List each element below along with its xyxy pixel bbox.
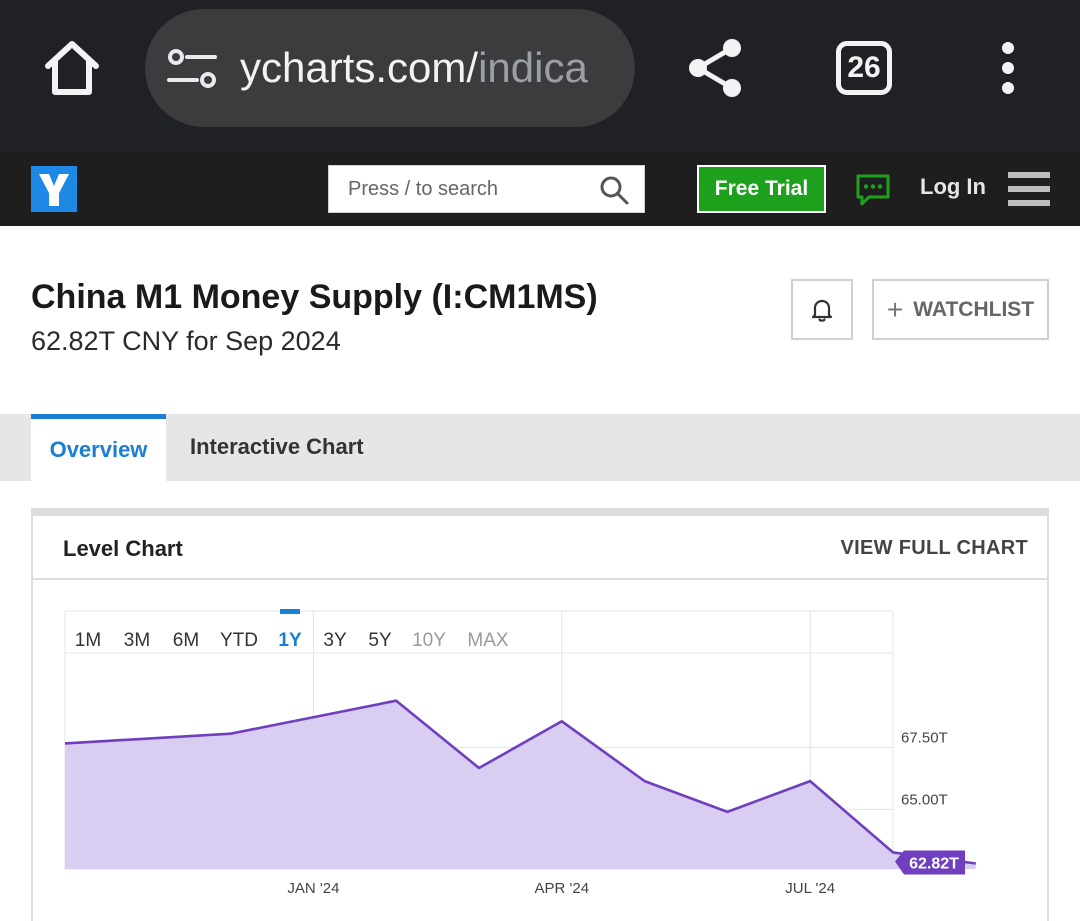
data-point [642,778,648,784]
tab-interactive-chart[interactable]: Interactive Chart [190,434,364,460]
share-icon[interactable] [684,36,746,100]
last-value-label: 62.82T [909,856,959,873]
data-point [807,778,813,784]
tab-switcher-button[interactable]: 26 [836,41,892,95]
series-line [64,699,976,865]
tab-count: 26 [847,51,881,84]
card-title: Level Chart [63,536,183,561]
x-tick-label: JUL '24 [785,880,835,897]
chat-icon[interactable] [855,172,891,208]
address-bar[interactable]: ycharts.com/indica [145,9,635,127]
data-point [62,740,68,746]
last-value-flag [895,850,965,875]
data-point [476,765,482,771]
free-trial-button[interactable]: Free Trial [697,165,826,213]
tab-overview[interactable]: Overview [31,414,166,481]
range-button-5y[interactable]: 5Y [368,630,392,651]
series-area [65,700,976,869]
range-button-1y[interactable]: 1Y [278,630,302,651]
data-point [393,698,399,704]
y-tick-label: 65.00T [901,791,948,808]
x-tick-label: APR '24 [535,880,590,897]
watchlist-button[interactable]: + WATCHLIST [872,279,1049,340]
site-settings-icon[interactable] [167,47,217,91]
login-link[interactable]: Log In [920,174,986,199]
bell-icon [811,299,833,322]
data-point [973,861,979,867]
watchlist-label: WATCHLIST [913,297,1035,321]
site-navbar: Free Trial Log In [0,152,1080,226]
y-tick-label: 67.50T [901,729,948,746]
range-button-ytd[interactable]: YTD [220,630,258,651]
range-button-3m[interactable]: 3M [124,630,150,651]
x-tick-label: JAN '24 [287,880,339,897]
browser-toolbar: ycharts.com/indica 26 [0,0,1080,152]
range-button-6m[interactable]: 6M [173,630,199,651]
tab-overview-label: Overview [49,437,148,462]
plus-icon: + [886,293,904,325]
active-range-indicator [280,609,300,614]
more-options-icon[interactable] [990,40,1026,96]
data-point [228,731,234,737]
range-button-1m[interactable]: 1M [75,630,101,651]
page-subtitle: 62.82T CNY for Sep 2024 [31,326,341,356]
hamburger-menu-icon[interactable] [1008,172,1050,208]
url-path: indica [478,44,588,91]
url-text[interactable]: ycharts.com/indica [240,39,615,97]
tab-interactive-chart-label: Interactive Chart [190,434,364,459]
data-point [890,849,896,855]
range-button-10y[interactable]: 10Y [412,630,446,651]
logo-y-icon [39,174,69,206]
page-title: China M1 Money Supply (I:CM1MS) [31,278,598,316]
search-icon[interactable] [599,175,629,205]
search-input[interactable] [329,166,589,212]
home-icon[interactable] [40,36,104,100]
ycharts-logo[interactable] [31,166,77,212]
tab-bar: Overview Interactive Chart [0,414,1080,481]
range-button-max[interactable]: MAX [467,630,509,651]
url-host: ycharts.com/ [240,44,479,91]
data-point [559,718,565,724]
range-button-3y[interactable]: 3Y [323,630,347,651]
card-header: Level Chart VIEW FULL CHART [33,516,1047,580]
data-point [724,809,730,815]
view-full-chart-link[interactable]: VIEW FULL CHART [840,537,1028,559]
search-box[interactable] [328,165,645,213]
alert-button[interactable] [791,279,853,340]
